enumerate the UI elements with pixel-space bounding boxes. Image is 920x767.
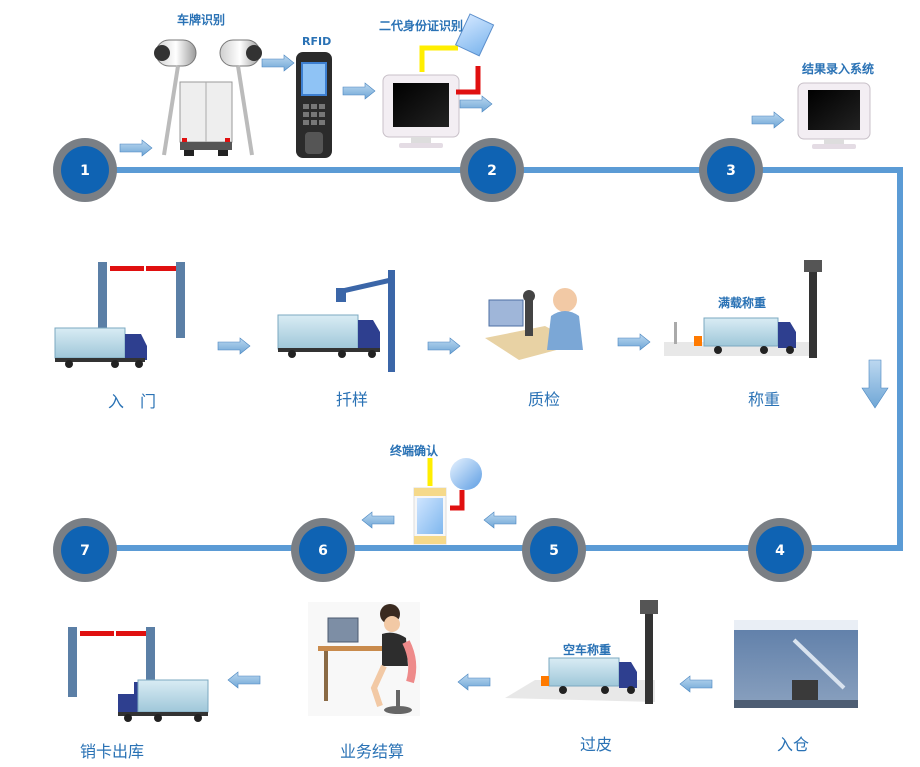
process-node-7: 7 — [53, 518, 117, 582]
arrow-down-icon — [861, 359, 889, 409]
flow-path — [85, 167, 903, 551]
warehouse-icon — [734, 620, 858, 708]
node-number: 5 — [549, 543, 559, 559]
process-node-5: 5 — [522, 518, 586, 582]
label-plate-recognition: 车牌识别 — [177, 12, 225, 27]
label-result-entry: 结果录入系统 — [802, 61, 874, 76]
camera-icon — [219, 39, 262, 156]
step-label-quality: 质检 — [528, 390, 561, 409]
scale-icon — [505, 600, 658, 704]
connector-red — [450, 490, 465, 511]
arrow-left-icon — [457, 673, 491, 691]
node-number: 3 — [726, 163, 736, 179]
arrow-right-icon — [617, 333, 651, 351]
node-number: 4 — [775, 543, 785, 559]
arrow-left-icon — [483, 511, 517, 529]
orb-icon — [450, 458, 482, 490]
rfid-scanner-icon — [296, 52, 332, 158]
gate-icon — [98, 262, 185, 362]
truck-icon — [179, 81, 233, 156]
label-empty-weigh: 空车称重 — [563, 642, 611, 657]
node-number: 1 — [80, 163, 90, 179]
node-number: 7 — [80, 543, 90, 559]
truck-icon — [54, 327, 147, 368]
arrow-left-icon — [679, 675, 713, 693]
microscope-icon — [485, 288, 583, 360]
arrow-right-icon — [427, 337, 461, 355]
operator-icon — [308, 602, 420, 716]
arrow-left-icon — [227, 671, 261, 689]
connector-red — [456, 66, 481, 95]
step-label-exit: 销卡出库 — [80, 742, 145, 761]
sampler-icon — [277, 270, 395, 372]
label-terminal-confirm: 终端确认 — [390, 443, 439, 458]
step-label-tare: 过皮 — [580, 735, 613, 754]
node-number: 6 — [318, 543, 328, 559]
step-label-settlement: 业务结算 — [340, 742, 405, 761]
arrow-right-icon — [342, 82, 376, 100]
arrow-right-icon — [119, 139, 153, 157]
step-label-enter-gate: 入 门 — [108, 392, 157, 411]
process-node-1: 1 — [53, 138, 117, 202]
arrow-right-icon — [261, 54, 295, 72]
monitor-icon — [382, 74, 460, 148]
connector-yellow — [419, 45, 458, 72]
terminal-icon — [413, 487, 447, 545]
label-full-weigh: 满载称重 — [718, 295, 766, 310]
id-card-icon — [454, 13, 495, 57]
step-label-weighing: 称重 — [748, 390, 781, 409]
process-node-2: 2 — [460, 138, 524, 202]
scale-icon — [664, 260, 822, 358]
process-node-3: 3 — [699, 138, 763, 202]
process-node-6: 6 — [291, 518, 355, 582]
monitor-icon — [797, 82, 871, 149]
arrow-right-icon — [751, 111, 785, 129]
step-label-sampling: 扦样 — [336, 390, 369, 409]
camera-icon — [154, 39, 197, 156]
node-number: 2 — [487, 163, 497, 179]
arrow-right-icon — [459, 95, 493, 113]
label-rfid: RFID — [302, 35, 331, 48]
gate-icon — [68, 627, 155, 697]
step-label-warehouse: 入仓 — [777, 735, 810, 754]
arrow-right-icon — [217, 337, 251, 355]
arrow-left-icon — [361, 511, 395, 529]
truck-icon — [118, 679, 209, 722]
label-id-card: 二代身份证识别 — [379, 18, 463, 33]
process-node-4: 4 — [748, 518, 812, 582]
